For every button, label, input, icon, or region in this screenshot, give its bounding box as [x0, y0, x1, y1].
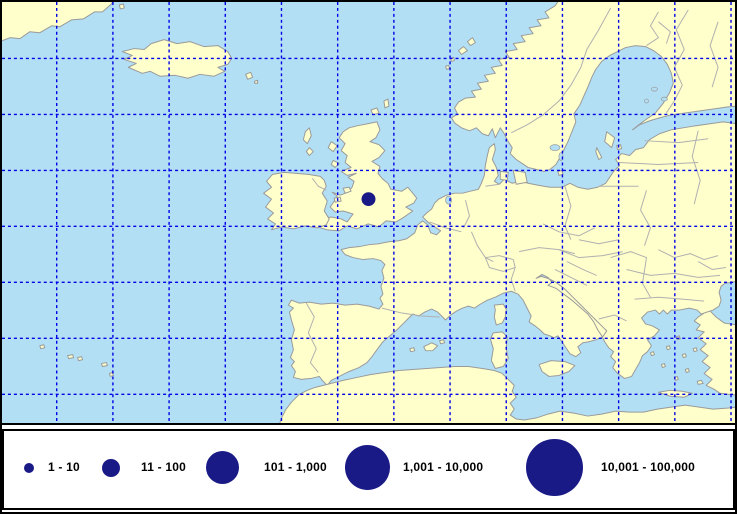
- legend-label: 10,001 - 100,000: [601, 460, 695, 474]
- occurrence-marker: [361, 192, 376, 207]
- landmass-ireland: [263, 171, 330, 231]
- occurrence-marker-layer: [361, 192, 376, 207]
- legend-label: 1 - 10: [48, 460, 80, 474]
- legend-circle-icon: [102, 458, 120, 477]
- legend-label: 101 - 1,000: [264, 460, 327, 474]
- islands-group: [39, 3, 704, 398]
- legend-circle-icon: [525, 439, 583, 496]
- landmass-europe: [287, 2, 735, 386]
- europe-map-canvas: [2, 2, 735, 423]
- country-borders: [305, 7, 727, 373]
- legend-label: 11 - 100: [141, 460, 186, 474]
- map-panel: [2, 2, 735, 425]
- legend-circle-icon: [344, 445, 390, 490]
- graticule-grid: [2, 2, 735, 423]
- legend-panel: 1 - 10 11 - 100 101 - 1,000 1,001 - 10,0…: [2, 429, 735, 510]
- landmass-anatolia: [693, 310, 735, 396]
- legend-circle-icon: [24, 462, 34, 473]
- legend-circle-icon: [205, 451, 239, 484]
- legend-label: 1,001 - 10,000: [403, 460, 484, 474]
